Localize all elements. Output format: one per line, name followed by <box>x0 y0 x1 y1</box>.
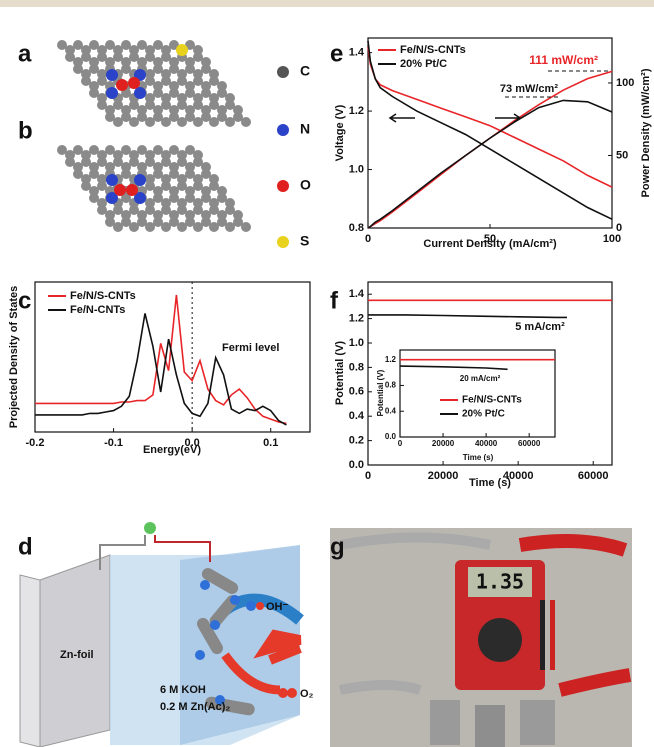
annotation: 73 mW/cm² <box>500 83 558 95</box>
atom <box>106 174 118 186</box>
panel-label: e <box>330 40 343 67</box>
y-tick-label: 1.0 <box>349 163 364 175</box>
y-tick-label: 0.4 <box>349 410 365 422</box>
y2-tick-label: 0 <box>616 222 622 234</box>
photo: 1.35 <box>330 528 632 747</box>
atom-legend-marker <box>277 124 289 136</box>
anode-label: Zn-foil <box>60 649 94 661</box>
legend-label: 20% Pt/C <box>462 409 505 420</box>
electrolyte-label: 6 M KOH <box>160 684 206 696</box>
y-axis-label: Potential (V) <box>334 341 346 406</box>
x-tick-label: -0.1 <box>104 437 123 449</box>
series-line <box>35 313 286 425</box>
atom-legend-marker <box>277 236 289 248</box>
y-tick-label: 1.0 <box>349 337 364 349</box>
y-tick-label: 0.4 <box>385 406 397 415</box>
legend-label: Fe/N/S-CNTs <box>70 290 136 302</box>
figure: Zn-foil 6 M KOH 0.2 M Zn(Ac)₂ OH⁻ O₂ 1.3… <box>0 0 654 747</box>
inset-background <box>400 350 555 437</box>
atom <box>106 69 118 81</box>
top-band <box>0 0 654 7</box>
annotation: 111 mW/cm² <box>529 53 598 67</box>
x-tick-label: 20000 <box>428 470 459 482</box>
atom-legend-marker <box>277 66 289 78</box>
atom-legend-label: O <box>300 177 311 193</box>
atom <box>241 117 251 127</box>
atom-legend-label: C <box>300 63 310 79</box>
atom-legend-marker <box>277 180 289 192</box>
atom <box>134 87 146 99</box>
x-tick-label: 0 <box>398 439 403 448</box>
x-axis-label: Time (s) <box>463 453 494 462</box>
x-axis-label: Current Density (mA/cm²) <box>423 238 557 250</box>
y2-axis-label: Power Density (mW/cm²) <box>640 68 652 197</box>
x-tick-label: -0.2 <box>26 437 45 449</box>
y-tick-label: 1.4 <box>349 47 365 59</box>
y-tick-label: 1.2 <box>349 105 364 117</box>
gas-label: O₂ <box>300 688 314 700</box>
bulb <box>144 522 156 534</box>
atom-legend-label: N <box>300 121 310 137</box>
x-tick-label: 100 <box>603 233 621 245</box>
zn-foil-edge <box>20 575 40 747</box>
legend-label: Fe/N/S-CNTs <box>400 44 466 56</box>
x-tick-label: 0 <box>365 233 371 245</box>
annotation: 20 mA/cm² <box>460 374 501 383</box>
atom <box>116 79 128 91</box>
y-tick-label: 0.8 <box>385 381 397 390</box>
panel-label: b <box>18 117 33 144</box>
display-reading: 1.35 <box>476 570 524 594</box>
annotation: 5 mA/cm² <box>515 321 565 333</box>
y-tick-label: 0.8 <box>349 361 364 373</box>
series-line-y2 <box>368 100 612 228</box>
panel-label: g <box>330 533 345 560</box>
atom <box>114 184 126 196</box>
panel-label: a <box>18 40 32 67</box>
panel-label: c <box>18 287 31 314</box>
x-tick-label: 0.1 <box>263 437 278 449</box>
x-tick-label: 60000 <box>578 470 609 482</box>
y-axis-label: Potential (V) <box>376 369 385 416</box>
panel-label: f <box>330 287 339 314</box>
atom <box>128 77 140 89</box>
atom <box>126 184 138 196</box>
y-axis-label: Projected Density of States <box>8 286 20 428</box>
legend-label: Fe/N/S-CNTs <box>462 395 522 406</box>
panel-label: d <box>18 533 33 560</box>
y-tick-label: 1.2 <box>349 313 364 325</box>
series-line <box>368 315 567 318</box>
y-tick-label: 1.2 <box>385 355 397 364</box>
y2-tick-label: 100 <box>616 77 634 89</box>
y-tick-label: 0.0 <box>385 432 397 441</box>
atom-legend-label: S <box>300 233 309 249</box>
y-tick-label: 0.6 <box>349 386 364 398</box>
axis-arrow <box>495 114 520 122</box>
atom <box>106 87 118 99</box>
axis-arrow <box>390 114 415 122</box>
y-tick-label: 0.0 <box>349 459 364 471</box>
legend-label: Fe/N-CNTs <box>70 304 125 316</box>
ion-label: OH⁻ <box>266 601 289 613</box>
x-axis-label: Time (s) <box>469 477 511 489</box>
electrolyte-label: 0.2 M Zn(Ac)₂ <box>160 701 230 713</box>
y2-tick-label: 50 <box>616 149 628 161</box>
legend-label: 20% Pt/C <box>400 58 447 70</box>
x-tick-label: 0 <box>365 470 371 482</box>
x-axis-label: Energy(eV) <box>143 444 201 456</box>
x-tick-label: 20000 <box>432 439 455 448</box>
y-tick-label: 0.2 <box>349 435 364 447</box>
x-tick-label: 60000 <box>518 439 541 448</box>
y-axis-label: Voltage (V) <box>334 104 346 161</box>
atom <box>134 174 146 186</box>
atom <box>176 44 188 56</box>
y-tick-label: 0.8 <box>349 222 364 234</box>
atom <box>241 222 251 232</box>
x-tick-label: 40000 <box>475 439 498 448</box>
annotation: Fermi level <box>222 342 279 354</box>
cell-diagram: Zn-foil 6 M KOH 0.2 M Zn(Ac)₂ OH⁻ O₂ <box>20 522 314 747</box>
y-tick-label: 1.4 <box>349 288 365 300</box>
